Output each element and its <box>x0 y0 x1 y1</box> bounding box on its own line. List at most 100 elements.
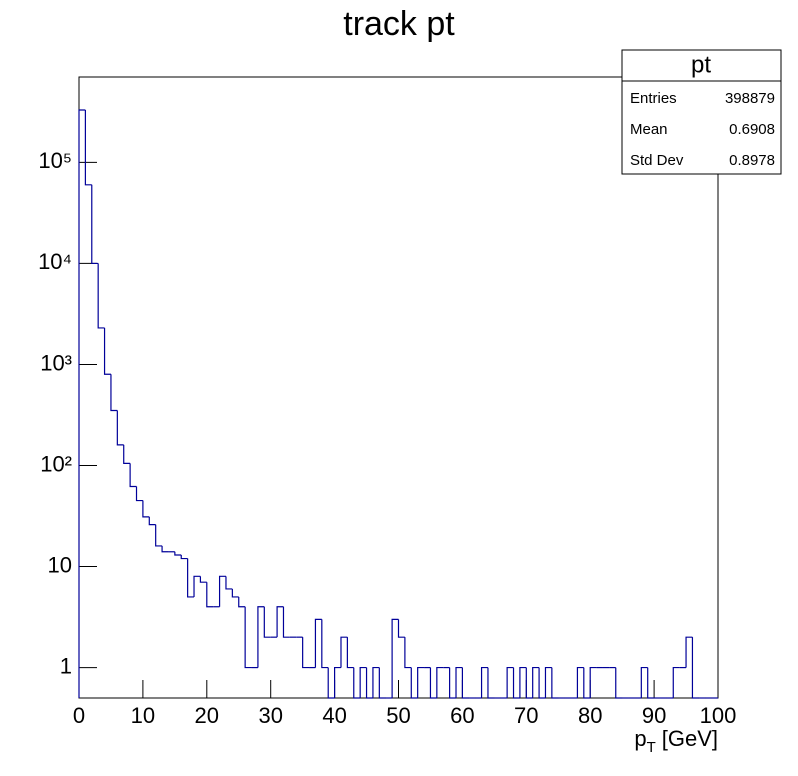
x-tick-label: 50 <box>386 703 410 728</box>
histogram-bin <box>321 619 329 669</box>
histogram-bin <box>461 667 469 699</box>
y-tick-label: 10⁵ <box>38 148 72 173</box>
histogram-bin <box>365 667 373 699</box>
x-label-main: p <box>634 726 646 751</box>
chart-title: track pt <box>343 5 455 43</box>
histogram-bin <box>110 374 118 412</box>
histogram-bin <box>340 636 348 668</box>
x-tick-label: 60 <box>450 703 474 728</box>
x-tick-label: 80 <box>578 703 602 728</box>
x-axis-label: pT [GeV] <box>634 726 718 756</box>
stats-label: Mean <box>630 121 668 138</box>
histogram-bin <box>685 636 693 668</box>
stats-value: 398879 <box>725 90 775 107</box>
x-tick-label: 0 <box>73 703 85 728</box>
histogram-bin <box>187 558 195 598</box>
histogram-bin <box>455 666 463 698</box>
histogram-bin <box>583 667 591 699</box>
histogram-bin <box>436 666 444 698</box>
stats-title: pt <box>691 51 711 78</box>
histogram-bin <box>314 618 322 668</box>
histogram-bin <box>129 463 137 488</box>
histogram-bin <box>135 486 143 502</box>
histogram-bin <box>512 667 520 699</box>
histogram-bin <box>691 637 699 699</box>
histogram-bin <box>449 667 457 699</box>
histogram-bin <box>180 555 188 560</box>
histogram-bin <box>91 184 99 265</box>
histogram-bin <box>334 666 341 698</box>
histogram-bin <box>429 667 437 699</box>
histogram-bin <box>116 410 124 446</box>
histogram-bin <box>103 327 111 375</box>
histogram-bin <box>161 545 169 553</box>
histogram-bin <box>551 667 559 699</box>
histogram-bin <box>576 666 584 698</box>
histogram-bin <box>544 666 552 698</box>
histogram-bin <box>532 666 540 698</box>
stats-value: 0.8978 <box>729 152 775 169</box>
x-tick-label: 100 <box>700 703 737 728</box>
histogram-bin <box>327 667 335 699</box>
y-tick-label: 10² <box>40 451 72 476</box>
histogram-bin <box>480 666 488 698</box>
histogram-bin <box>404 637 412 669</box>
histogram-bin <box>97 263 105 329</box>
stats-label: Entries <box>630 90 677 107</box>
stats-box: pt Entries 398879 Mean 0.6908 Std Dev 0.8978 <box>621 49 782 175</box>
histogram-bin <box>276 606 284 638</box>
histogram-bin <box>538 667 546 699</box>
histogram-bin <box>359 666 367 698</box>
histogram-bin <box>142 500 150 518</box>
y-tick-label: 10⁴ <box>38 249 72 274</box>
histogram-bin <box>282 606 290 638</box>
histogram-bin <box>231 588 239 598</box>
histogram-bin <box>378 667 386 699</box>
histogram-bin <box>397 619 405 638</box>
y-tick-label: 10 <box>48 552 72 577</box>
histogram-bin <box>525 667 533 699</box>
histogram-bin <box>206 582 214 608</box>
x-label-sub: T <box>647 739 656 756</box>
histogram-bin <box>238 596 246 608</box>
histogram-bin <box>193 575 201 597</box>
histogram-bin <box>148 516 156 526</box>
x-tick-label: 40 <box>322 703 346 728</box>
x-label-unit: [GeV] <box>662 726 718 751</box>
histogram-bin <box>225 576 233 590</box>
histogram-bin <box>391 618 399 698</box>
histogram-bin <box>417 666 425 698</box>
histogram-bin <box>257 606 265 668</box>
histogram-bin <box>346 637 354 669</box>
histogram-bin <box>218 575 226 607</box>
histogram-bin <box>672 666 680 698</box>
histogram-bin <box>487 667 495 699</box>
histogram-bin <box>589 666 597 698</box>
stats-value: 0.6908 <box>729 121 775 138</box>
x-tick-label: 90 <box>642 703 666 728</box>
x-tick-label: 10 <box>131 703 155 728</box>
histogram-bin <box>615 667 623 699</box>
histogram-bin <box>519 666 527 698</box>
stats-label: Std Dev <box>630 152 684 169</box>
histogram-bin <box>263 606 271 638</box>
x-tick-label: 20 <box>195 703 219 728</box>
y-tick-label: 1 <box>60 653 72 678</box>
histogram-bin <box>174 551 182 556</box>
histogram-bin <box>302 637 310 669</box>
x-tick-label: 70 <box>514 703 538 728</box>
histogram-bin <box>123 444 131 464</box>
x-tick-label: 30 <box>258 703 282 728</box>
histogram-bin <box>78 109 86 698</box>
histogram-bin <box>410 667 418 699</box>
histogram-bin <box>647 667 655 699</box>
histogram-bin <box>155 524 163 547</box>
y-tick-label: 10³ <box>40 350 72 375</box>
histogram-bin <box>84 109 92 186</box>
histogram-bin <box>506 666 514 698</box>
histogram-bin <box>372 666 380 698</box>
histogram-bin <box>244 606 252 669</box>
stats-frame <box>621 49 782 175</box>
histogram-bin <box>640 666 648 698</box>
